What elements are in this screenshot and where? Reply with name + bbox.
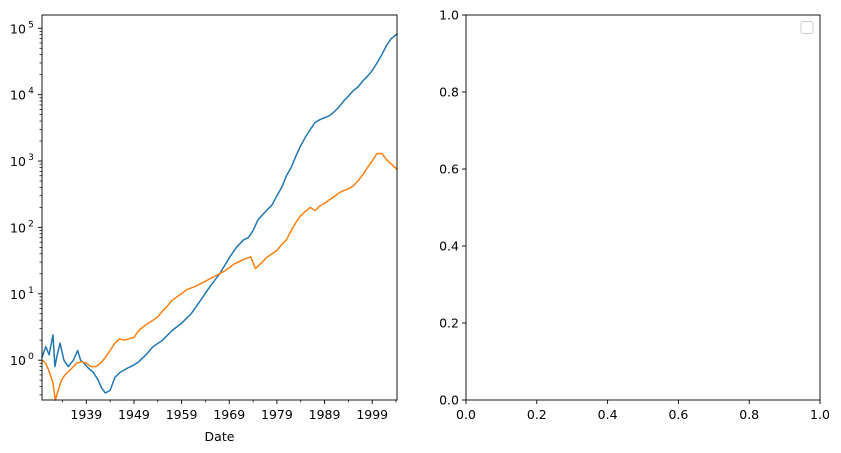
right-y-tick-label: 0.0 — [439, 393, 459, 408]
left-y-tick-exponent: 0 — [28, 352, 34, 362]
left-y-tick-label: 10 — [10, 154, 26, 169]
right-x-tick-label: 0.8 — [739, 407, 759, 422]
left-x-tick-label: 1979 — [261, 407, 293, 422]
series-line-1 — [41, 152, 398, 401]
left-y-tick-label: 10 — [10, 88, 26, 103]
left-y-tick-exponent: 4 — [28, 87, 34, 97]
right-x-tick-label: 0.0 — [456, 407, 476, 422]
legend-box — [800, 21, 814, 34]
left-x-tick-label: 1959 — [166, 407, 198, 422]
left-x-tick-label: 1969 — [213, 407, 245, 422]
right-y-tick-label: 0.6 — [439, 162, 459, 177]
left-x-axis-label: Date — [205, 429, 235, 444]
left-y-tick-exponent: 3 — [28, 153, 34, 163]
left-x-tick-label: 1989 — [309, 407, 341, 422]
right-x-tick-label: 0.2 — [527, 407, 547, 422]
left-x-tick-label: 1939 — [70, 407, 102, 422]
left-series-layer — [41, 33, 398, 401]
left-x-tick-label: 1949 — [118, 407, 150, 422]
right-x-tick-label: 0.4 — [598, 407, 618, 422]
right-x-tick-label: 0.6 — [668, 407, 688, 422]
right-y-tick-label: 1.0 — [439, 8, 459, 23]
left-axes-frame — [41, 14, 398, 401]
left-y-tick-label: 10 — [10, 287, 26, 302]
right-x-tick-label: 1.0 — [810, 407, 830, 422]
right-axes-frame — [465, 14, 821, 401]
left-y-tick-label: 10 — [10, 220, 26, 235]
left-y-tick-label: 10 — [10, 21, 26, 36]
right-y-tick-label: 0.2 — [439, 316, 459, 331]
left-y-tick-exponent: 2 — [28, 219, 34, 229]
right-y-tick-label: 0.4 — [439, 239, 459, 254]
left-y-tick-exponent: 1 — [28, 286, 34, 296]
right-y-tick-label: 0.8 — [439, 85, 459, 100]
left-y-tick-label: 10 — [10, 353, 26, 368]
left-x-tick-label: 1999 — [356, 407, 388, 422]
right-chart: 0.0 0.2 0.4 0.6 0.8 1.0 0.0 0.2 0.4 0.6 0.8 1.0 — [439, 8, 830, 423]
left-y-tick-exponent: 5 — [28, 20, 34, 30]
right-ticks-layer: 0.0 0.2 0.4 0.6 0.8 1.0 0.0 0.2 0.4 0.6 0.8 1.0 — [439, 8, 830, 423]
series-line-0 — [41, 33, 398, 394]
